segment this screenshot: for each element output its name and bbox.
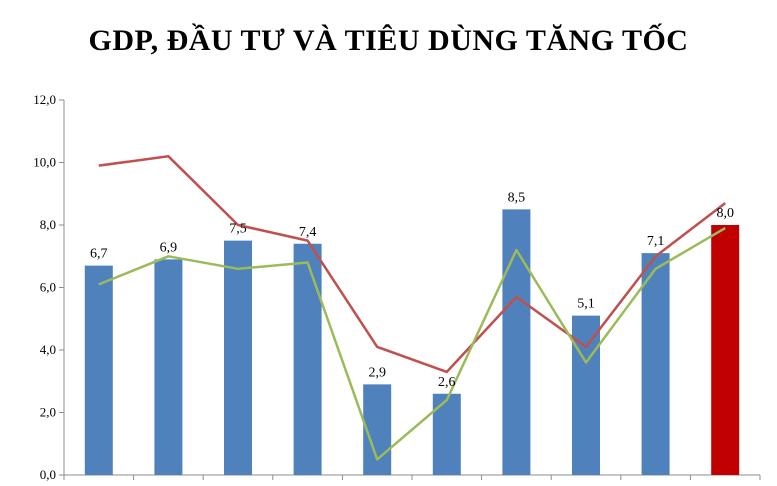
y-tick-label: 6,0 <box>40 280 56 295</box>
y-tick-label: 4,0 <box>40 342 56 357</box>
data-label: 2,6 <box>438 375 456 390</box>
data-label: 8,0 <box>716 206 734 221</box>
chart-title: GDP, ĐẦU TƯ VÀ TIÊU DÙNG TĂNG TỐC <box>88 24 689 57</box>
y-tick-label: 10,0 <box>33 155 56 170</box>
bar <box>641 253 670 475</box>
y-tick-label: 0,0 <box>40 467 56 482</box>
bar <box>84 265 113 475</box>
bar <box>502 209 531 475</box>
bar <box>154 259 183 475</box>
y-tick-label: 8,0 <box>40 217 56 232</box>
bar <box>293 243 322 475</box>
bar <box>224 240 252 475</box>
red-series-line <box>98 155 726 374</box>
bar <box>572 315 600 475</box>
data-label: 7,4 <box>299 225 317 240</box>
bar <box>711 225 740 475</box>
y-tick-label: 12,0 <box>33 92 56 107</box>
data-label: 5,1 <box>577 297 595 312</box>
data-label: 6,7 <box>90 247 108 262</box>
data-label: 8,5 <box>508 190 526 205</box>
bar <box>432 393 461 475</box>
data-label: 2,9 <box>368 365 386 380</box>
data-label: 6,9 <box>160 240 178 255</box>
bars <box>84 209 740 475</box>
y-tick-label: 2,0 <box>40 405 56 420</box>
data-label: 7,1 <box>647 234 665 249</box>
lines <box>98 155 726 461</box>
green-series-line <box>98 227 726 461</box>
data-labels: 6,7 6,9 7,5 7,4 2,9 2,6 8,5 5,1 7,1 8,0 <box>90 190 734 389</box>
data-label: 7,5 <box>229 222 247 237</box>
